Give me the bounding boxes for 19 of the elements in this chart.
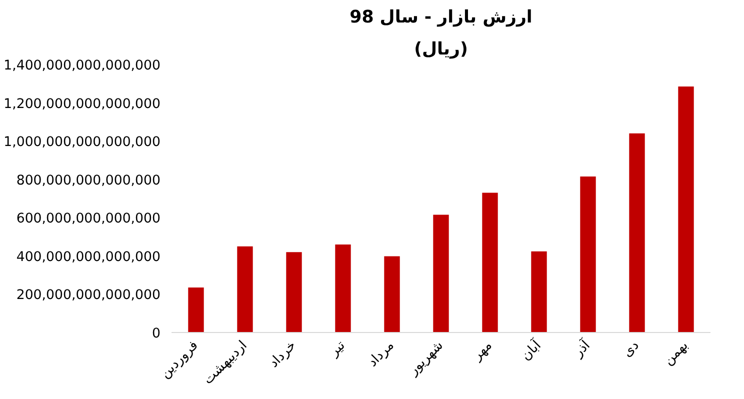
chart-title: ارزش بازار - سال 98 <box>350 8 532 28</box>
x-tick-label: آبان <box>517 336 546 364</box>
y-tick-label: 1,000,000,000,000,000 <box>4 135 161 150</box>
y-tick-label: 800,000,000,000,000 <box>16 173 161 188</box>
y-tick-label: 400,000,000,000,000 <box>16 250 161 265</box>
x-tick-label: آذر <box>569 336 594 361</box>
x-tick-label: خرداد <box>266 338 300 371</box>
y-tick-label: 1,400,000,000,000,000 <box>4 58 161 74</box>
x-tick-label: مهر <box>469 338 496 364</box>
x-tick-label: اردیبهشت <box>200 338 250 388</box>
x-tick-label: شهریور <box>406 338 446 379</box>
y-tick-label: 200,000,000,000,000 <box>16 288 161 304</box>
x-tick-label: بهمن <box>661 338 692 368</box>
x-tick-label: دی <box>620 338 642 360</box>
y-tick-label: 600,000,000,000,000 <box>16 212 161 227</box>
chart-subtitle: (ریال) <box>414 40 468 60</box>
x-tick-label: مرداد <box>365 338 398 370</box>
x-tick-label: تیر <box>326 338 349 360</box>
y-tick-label: 1,200,000,000,000,000 <box>4 96 161 112</box>
